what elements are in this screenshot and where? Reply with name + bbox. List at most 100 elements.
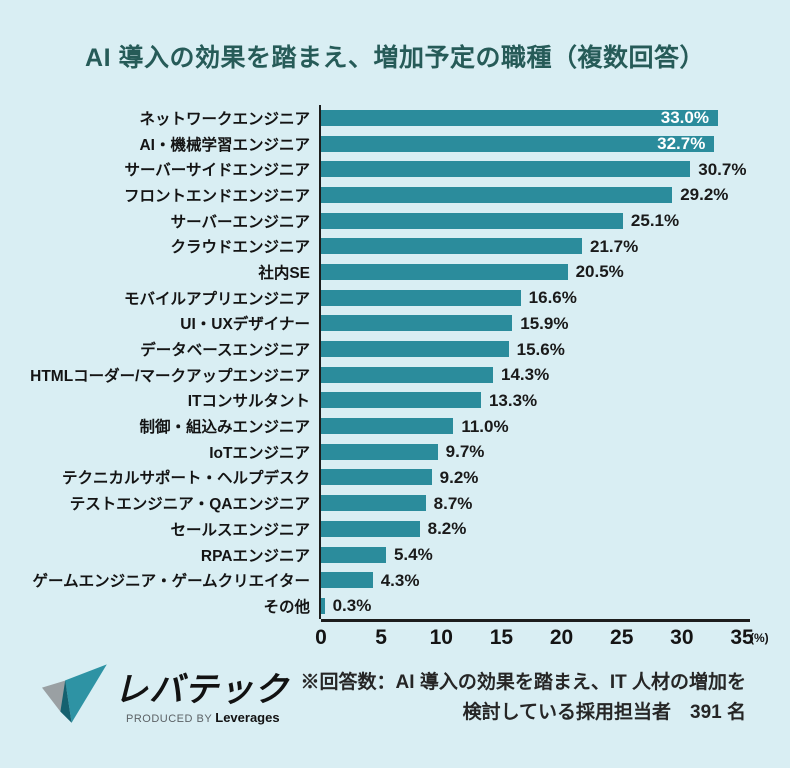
bar-value-label: 9.7% — [445, 442, 485, 462]
bar-chart: ネットワークエンジニア 33.0% AI・機械学習エンジニア 32.7% サーバーサイド… — [0, 105, 790, 619]
bar — [321, 469, 432, 486]
bar-value-label: 32.7% — [657, 134, 706, 154]
bar-category-label: テクニカルサポート・ヘルプデスク — [61, 470, 310, 488]
bar-row: IoTエンジニア 9.7% — [0, 438, 790, 465]
x-axis-ticks: 0 5 10 15 20 25 30 35 (%) — [0, 626, 790, 652]
logo-wordmark: レバテック — [114, 671, 289, 709]
bar-category-label: AI・機械学習エンジニア — [139, 136, 310, 154]
bar-value-label: 13.3% — [488, 390, 538, 410]
bar-category-label: クラウドエンジニア — [170, 239, 310, 257]
bar-row: ITコンサルタント 13.3% — [0, 387, 790, 414]
bar-category-label: モバイルアプリエンジニア — [123, 290, 310, 308]
logo-subtext: PRODUCED BY Leverages — [126, 710, 280, 725]
bar-category-label: セールスエンジニア — [170, 521, 310, 539]
bar — [321, 186, 673, 203]
bar-value-label: 29.2% — [680, 185, 729, 205]
bar-track: 9.7% — [319, 438, 790, 465]
bar — [321, 546, 386, 563]
bar-category-label: フロントエンドエンジニア — [123, 187, 310, 205]
bar-category-label: ゲームエンジニア・ゲームクリエイター — [32, 573, 310, 591]
bar-row: ゲームエンジニア・ゲームクリエイター 4.3% — [0, 567, 790, 594]
bar-value-label: 15.6% — [516, 339, 565, 359]
company-name: Leverages — [215, 710, 280, 725]
bar-row: 制御・組込みエンジニア 11.0% — [0, 413, 790, 439]
bar-value-label: 16.6% — [528, 288, 577, 308]
bar-row: テクニカルサポート・ヘルプデスク 9.2% — [0, 464, 790, 491]
bar-track: 16.6% — [319, 284, 790, 311]
bar-track: 15.9% — [319, 310, 790, 337]
logo: レバテック PRODUCED BY Leverages — [38, 660, 288, 732]
bar — [321, 238, 583, 255]
bar-value-label: 20.5% — [575, 262, 624, 282]
bar-track: 14.3% — [319, 361, 790, 388]
x-tick-label: 20 — [549, 626, 574, 649]
bar-track: 13.3% — [319, 387, 790, 414]
bar-track: 9.2% — [319, 464, 790, 491]
bar-row: その他 0.3% — [0, 593, 790, 619]
bar-track: 4.3% — [319, 567, 790, 594]
bar-category-label: ネットワークエンジニア — [139, 110, 310, 128]
bar-track: 30.7% — [319, 156, 790, 183]
bar — [321, 495, 426, 512]
bar-value-label: 30.7% — [698, 159, 747, 179]
bar-track: 0.3% — [319, 593, 790, 619]
x-tick-label: 10 — [429, 626, 453, 649]
bar-row: テストエンジニア・QAエンジニア 8.7% — [0, 490, 790, 516]
footnote: ※回答数：AI 導入の効果を踏まえ、IT 人材の増加を 検討している採用担当者 … — [301, 668, 746, 729]
x-tick-label: 30 — [670, 626, 694, 649]
bar: 33.0% — [321, 108, 718, 128]
bar-value-label: 21.7% — [590, 236, 639, 256]
bar — [321, 443, 438, 460]
chart-title: AI 導入の効果を踏まえ、増加予定の職種（複数回答） — [85, 44, 705, 72]
bar-category-label: データベースエンジニア — [140, 342, 310, 360]
x-axis-unit-label: (%) — [750, 631, 769, 645]
bar-value-label: 4.3% — [380, 570, 420, 590]
bar-track: 8.2% — [319, 516, 790, 542]
bar — [321, 520, 420, 537]
bar-row: データベースエンジニア 15.6% — [0, 336, 790, 362]
bar-track: 21.7% — [319, 233, 790, 260]
bar-track: 15.6% — [319, 336, 790, 362]
bar-row: サーバーエンジニア 25.1% — [0, 207, 790, 234]
bar-row: RPAエンジニア 5.4% — [0, 541, 790, 568]
bar-value-label: 14.3% — [501, 365, 550, 385]
levtech-paper-plane-logo-icon — [42, 664, 107, 723]
bar-track: 11.0% — [319, 413, 790, 439]
x-tick-label: 35 — [730, 626, 754, 649]
bar-track: 32.7% — [319, 130, 790, 157]
bar-category-label: ITコンサルタント — [187, 393, 310, 411]
bar-value-label: 8.7% — [433, 493, 473, 513]
bar-category-label: 制御・組込みエンジニア — [139, 419, 310, 437]
bar-row: クラウドエンジニア 21.7% — [0, 233, 790, 260]
bar — [321, 289, 521, 306]
bar-track: 25.1% — [319, 207, 790, 234]
bar-value-label: 5.4% — [393, 545, 433, 565]
bar-row: セールスエンジニア 8.2% — [0, 516, 790, 542]
bar-value-label: 0.3% — [332, 596, 372, 616]
bar-category-label: IoTエンジニア — [209, 444, 310, 462]
footnote-line-1: ※回答数：AI 導入の効果を踏まえ、IT 人材の増加を — [300, 672, 746, 693]
bar — [321, 341, 509, 358]
x-tick-label: 0 — [315, 626, 327, 649]
bar — [321, 212, 623, 229]
x-tick-label: 5 — [375, 626, 387, 649]
bar-row: サーバーサイドエンジニア 30.7% — [0, 156, 790, 183]
bar-category-label: UI・UXデザイナー — [180, 316, 310, 334]
bar-category-label: その他 — [263, 598, 310, 616]
bar-track: 29.2% — [319, 182, 790, 208]
bar-value-label: 8.2% — [427, 519, 467, 539]
bar-row: モバイルアプリエンジニア 16.6% — [0, 284, 790, 311]
bar — [321, 597, 325, 614]
footnote-line-2: 検討している採用担当者 391 名 — [462, 702, 746, 724]
bar-category-label: サーバーサイドエンジニア — [124, 162, 310, 180]
x-axis-line — [321, 619, 750, 622]
bar-track: 8.7% — [319, 490, 790, 516]
bar-track: 20.5% — [319, 259, 790, 285]
bar-track: 5.4% — [319, 541, 790, 568]
bar — [321, 392, 481, 409]
bar-value-label: 33.0% — [660, 108, 709, 128]
bar-category-label: サーバーエンジニア — [170, 213, 310, 231]
bar-category-label: RPAエンジニア — [200, 547, 310, 565]
bar — [321, 315, 513, 332]
bar-row: AI・機械学習エンジニア 32.7% — [0, 130, 790, 157]
